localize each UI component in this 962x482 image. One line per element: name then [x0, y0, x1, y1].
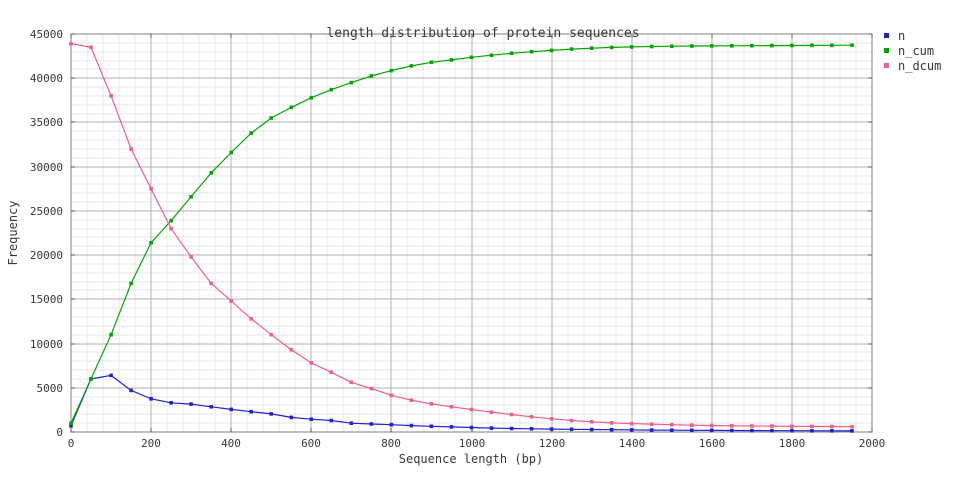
series-line-n_dcum: [70, 43, 853, 428]
x-tick-label: 2000: [859, 437, 886, 450]
legend-item-n-cum: n_cum: [884, 43, 941, 58]
y-tick-label: 15000: [30, 293, 63, 306]
y-tick-label: 45000: [30, 28, 63, 41]
x-tick-label: 1200: [539, 437, 566, 450]
y-tick-label: 10000: [30, 338, 63, 351]
chart-title: length distribution of protein sequences: [326, 26, 640, 41]
x-tick-label: 600: [301, 437, 321, 450]
x-tick-label: 1400: [619, 437, 646, 450]
x-tick-label: 200: [141, 437, 161, 450]
series-line-n_cum: [70, 44, 853, 424]
legend-label-n-cum: n_cum: [898, 43, 935, 58]
x-tick-label: 1600: [699, 437, 726, 450]
x-tick-label: 0: [68, 437, 75, 450]
x-tick-label: 800: [381, 437, 401, 450]
x-tick-label: 1800: [779, 437, 806, 450]
legend-marker-n-icon: [884, 33, 889, 38]
legend-item-n-dcum: n_dcum: [884, 58, 941, 73]
legend-label-n-dcum: n_dcum: [898, 58, 942, 73]
series-line-n: [70, 374, 853, 432]
x-axis-label: Sequence length (bp): [398, 452, 544, 466]
y-axis-label: Frequency: [6, 200, 20, 266]
y-tick-label: 20000: [30, 249, 63, 262]
x-tick-label: 400: [221, 437, 241, 450]
y-tick-label: 25000: [30, 205, 63, 218]
legend-marker-n-cum-icon: [884, 48, 889, 53]
legend: n n_cum n_dcum: [884, 28, 941, 73]
legend-label-n: n: [898, 28, 906, 43]
legend-marker-n-dcum-icon: [884, 63, 889, 68]
legend-item-n: n: [884, 28, 941, 43]
y-tick-label: 0: [56, 426, 63, 439]
y-tick-label: 30000: [30, 161, 63, 174]
y-tick-label: 5000: [37, 382, 64, 395]
y-tick-label: 35000: [30, 116, 63, 129]
y-tick-label: 40000: [30, 72, 63, 85]
x-tick-label: 1000: [459, 437, 486, 450]
